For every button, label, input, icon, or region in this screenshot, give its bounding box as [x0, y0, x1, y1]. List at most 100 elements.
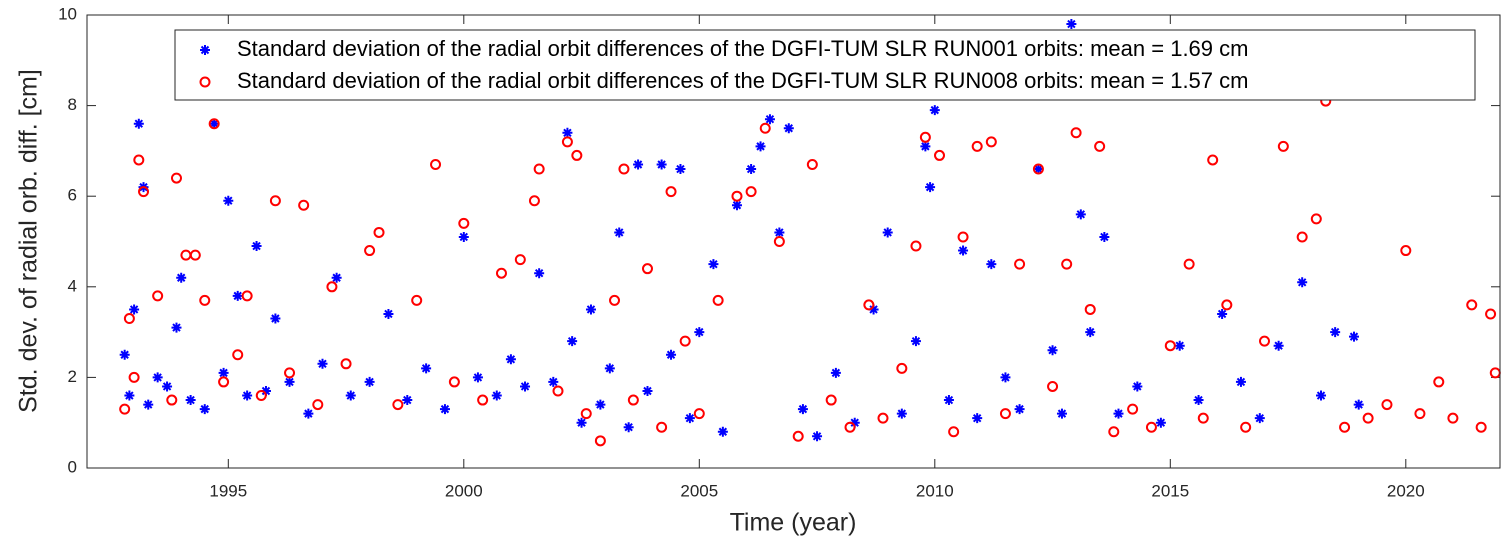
data-point — [948, 426, 960, 438]
data-point — [666, 349, 677, 360]
data-point — [1132, 381, 1143, 392]
data-point — [162, 381, 173, 392]
data-point — [1297, 277, 1308, 288]
x-tick-label: 2020 — [1387, 481, 1425, 500]
data-point — [717, 426, 728, 437]
data-point — [1362, 412, 1374, 424]
y-tick-label: 0 — [68, 457, 77, 476]
data-point — [745, 186, 757, 198]
data-point — [548, 376, 559, 387]
data-point — [1353, 399, 1364, 410]
data-point — [269, 195, 281, 207]
data-point — [764, 114, 775, 125]
legend-box — [174, 29, 1476, 101]
data-point — [317, 358, 328, 369]
data-point — [208, 118, 220, 130]
data-point — [458, 231, 469, 242]
data-point — [675, 164, 686, 175]
data-point — [919, 131, 931, 143]
data-point — [477, 394, 489, 406]
data-point — [1099, 231, 1110, 242]
data-point — [562, 127, 573, 138]
data-point — [712, 294, 724, 306]
data-point — [1033, 164, 1044, 175]
data-point — [1485, 308, 1497, 320]
data-point — [1047, 345, 1058, 356]
data-point — [1197, 412, 1209, 424]
y-tick-label: 4 — [68, 276, 77, 295]
data-point — [528, 195, 540, 207]
data-point — [534, 268, 545, 279]
data-point — [1400, 245, 1412, 257]
data-point — [868, 304, 879, 315]
data-point — [255, 390, 267, 402]
y-tick-label: 6 — [68, 186, 77, 205]
data-point — [411, 294, 423, 306]
x-tick-label: 2010 — [916, 481, 954, 500]
data-point — [755, 141, 766, 152]
data-point — [1207, 154, 1219, 166]
data-point — [1240, 421, 1252, 433]
x-tick-label: 2000 — [445, 481, 483, 500]
data-point — [1066, 19, 1077, 30]
data-point — [1155, 417, 1166, 428]
legend-marker — [199, 76, 211, 88]
data-point — [1164, 340, 1176, 352]
data-point — [128, 371, 140, 383]
legend-marker — [200, 45, 210, 55]
x-axis-label: Time (year) — [730, 509, 857, 537]
data-point — [1310, 213, 1322, 225]
data-point — [1075, 209, 1086, 220]
data-point — [971, 140, 983, 152]
data-point — [627, 394, 639, 406]
data-point — [561, 136, 573, 148]
data-point — [623, 422, 634, 433]
data-point — [1259, 335, 1270, 347]
data-point — [1014, 404, 1025, 415]
x-tick-label: 2005 — [680, 481, 718, 500]
data-point — [533, 163, 545, 175]
data-point — [1000, 372, 1011, 383]
data-point — [594, 435, 606, 447]
data-point — [576, 417, 587, 428]
data-point — [138, 186, 150, 198]
data-point — [1466, 299, 1478, 311]
data-point — [312, 399, 324, 411]
data-point — [1108, 426, 1120, 438]
data-point — [929, 105, 940, 116]
data-point — [812, 431, 823, 442]
data-point — [957, 231, 969, 243]
data-point — [999, 408, 1011, 420]
data-point — [985, 136, 997, 148]
x-tick-label: 2015 — [1151, 481, 1189, 500]
data-point — [1414, 408, 1426, 420]
data-point — [209, 118, 220, 129]
data-point — [129, 304, 140, 315]
data-point — [1316, 390, 1327, 401]
data-point — [520, 381, 531, 392]
data-point — [609, 294, 621, 306]
data-point — [684, 413, 695, 424]
data-point — [792, 430, 804, 442]
data-point — [303, 408, 314, 419]
data-point — [171, 322, 182, 333]
data-point — [270, 313, 281, 324]
data-point — [806, 158, 818, 170]
data-point — [972, 413, 983, 424]
data-point — [759, 122, 771, 134]
data-point — [1235, 376, 1246, 387]
data-point — [1084, 303, 1096, 315]
data-point — [783, 123, 794, 134]
data-point — [124, 390, 135, 401]
data-point — [1381, 399, 1393, 411]
legend: Standard deviation of the radial orbit d… — [174, 29, 1476, 101]
data-point — [1085, 327, 1096, 338]
data-point — [326, 281, 338, 293]
data-point — [552, 385, 564, 397]
data-point — [495, 267, 507, 279]
data-point — [882, 227, 893, 238]
data-point — [1047, 380, 1059, 392]
data-point — [383, 308, 394, 319]
data-point — [614, 227, 625, 238]
data-point — [421, 363, 432, 374]
